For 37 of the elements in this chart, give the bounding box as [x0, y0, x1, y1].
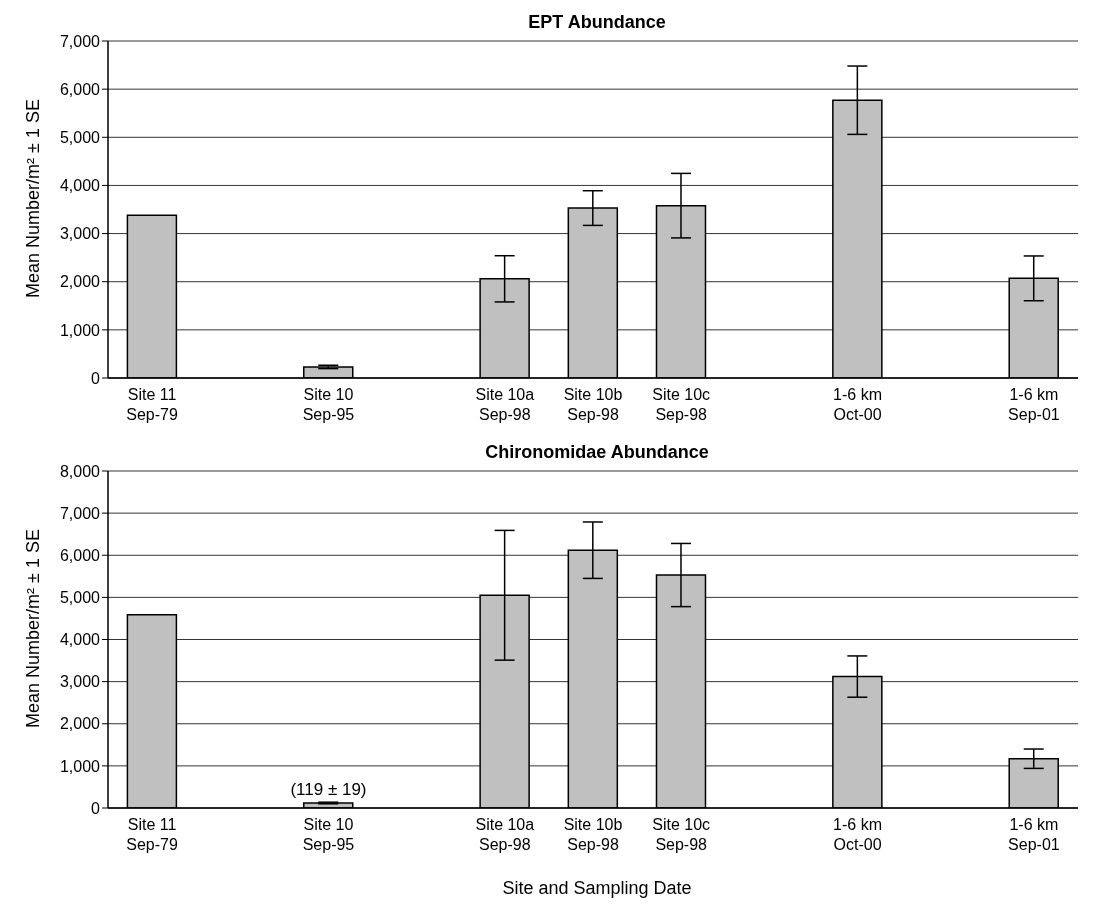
x-tick-label: Site 11 Sep-79	[126, 816, 178, 853]
y-tick-label: 5,000	[59, 589, 101, 607]
y-tick-label: 7,000	[59, 32, 101, 50]
x-tick-label: 1-6 km Sep-01	[1008, 816, 1060, 853]
y-tick-label: 2,000	[59, 273, 101, 291]
x-tick-label: Site 10c Sep-98	[652, 816, 711, 853]
y-tick-label: 1,000	[59, 321, 101, 339]
y-tick-label: 3,000	[59, 225, 101, 243]
y-tick-label: 8,000	[59, 462, 101, 480]
y-tick-label: 1,000	[59, 757, 101, 775]
y-tick-label: 4,000	[59, 631, 101, 649]
chart-title: Chironomidae Abundance	[484, 442, 710, 463]
chart-title: EPT Abundance	[527, 12, 667, 33]
x-tick-label: 1-6 km Oct-00	[833, 816, 882, 853]
y-tick-label: 0	[91, 369, 101, 387]
x-tick-label: 1-6 km Oct-00	[833, 386, 882, 423]
x-tick-label: Site 10b Sep-98	[563, 386, 623, 423]
x-axis-title: Site and Sampling Date	[501, 878, 693, 899]
y-tick-label: 2,000	[59, 715, 101, 733]
y-tick-label: 0	[91, 799, 101, 817]
y-tick-label: 6,000	[59, 546, 101, 564]
y-tick-label: 4,000	[59, 177, 101, 195]
y-tick-label: 7,000	[59, 504, 101, 522]
y-tick-label: 3,000	[59, 673, 101, 691]
y-axis-title: Mean Number/m² ± 1 SE	[22, 98, 44, 298]
y-tick-label: 5,000	[59, 128, 101, 146]
x-tick-label: Site 10a Sep-98	[475, 816, 535, 853]
x-tick-label: Site 10b Sep-98	[563, 816, 623, 853]
x-tick-label: Site 10 Sep-95	[302, 386, 355, 423]
y-tick-label: 6,000	[59, 80, 101, 98]
annotation: (119 ± 19)	[290, 779, 367, 799]
x-tick-label: Site 11 Sep-79	[126, 386, 178, 423]
x-tick-label: Site 10a Sep-98	[475, 386, 535, 423]
y-axis-title: Mean Number/m² ± 1 SE	[22, 528, 44, 728]
x-tick-label: Site 10 Sep-95	[302, 816, 355, 853]
x-tick-label: Site 10c Sep-98	[652, 386, 711, 423]
x-tick-label: 1-6 km Sep-01	[1008, 386, 1060, 423]
